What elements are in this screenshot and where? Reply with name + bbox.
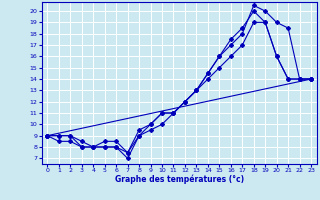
X-axis label: Graphe des températures (°c): Graphe des températures (°c): [115, 175, 244, 184]
